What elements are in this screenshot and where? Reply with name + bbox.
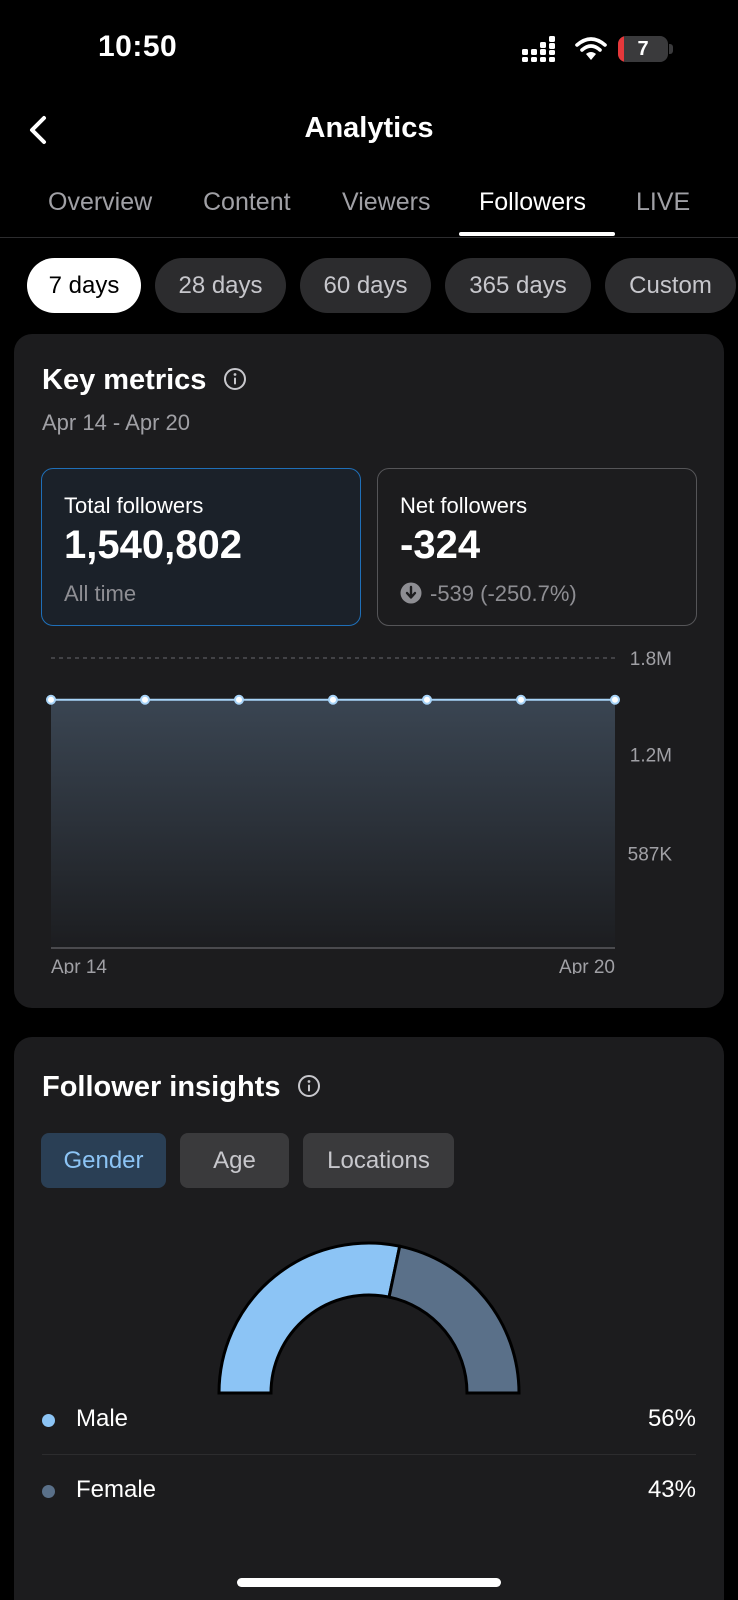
chart-data-point xyxy=(140,694,150,705)
range-365-days[interactable]: 365 days xyxy=(445,258,591,313)
tab-content[interactable]: Content xyxy=(203,188,291,216)
chart-y-tick-label: 587K xyxy=(628,844,673,865)
legend-label-female: Female xyxy=(76,1476,157,1503)
total-followers-sub: All time xyxy=(64,581,137,606)
active-tab-indicator xyxy=(459,232,615,236)
key-metrics-title-text: Key metrics xyxy=(42,364,207,396)
battery-level-fill xyxy=(618,36,624,62)
page-title: Analytics xyxy=(304,112,434,144)
chart-x-tick-label: Apr 20 xyxy=(559,957,615,974)
tab-followers[interactable]: Followers xyxy=(479,188,586,216)
range-custom[interactable]: Custom xyxy=(605,258,736,313)
chart-data-point xyxy=(610,694,620,705)
chart-data-point xyxy=(422,694,432,705)
followers-area-chart: 587K 1.2M 1.8M Apr 14 Apr 20 xyxy=(46,649,673,974)
date-range: Apr 14 - Apr 20 xyxy=(42,410,190,435)
range-28-days[interactable]: 28 days xyxy=(155,258,286,313)
net-followers-value: -324 xyxy=(400,523,481,567)
battery-percent: 7 xyxy=(637,38,649,60)
total-followers-value: 1,540,802 xyxy=(64,523,242,567)
tab-live[interactable]: LIVE xyxy=(636,188,691,216)
battery-icon: 7 xyxy=(618,36,674,62)
legend-value-male: 56% xyxy=(647,1405,696,1432)
insights-tab-age[interactable]: Age xyxy=(180,1133,289,1188)
info-icon[interactable] xyxy=(297,1074,321,1098)
legend-value-female: 43% xyxy=(647,1476,696,1503)
wifi-icon xyxy=(575,37,607,60)
total-followers-label: Total followers xyxy=(64,493,204,518)
arrow-down-circle-icon xyxy=(400,582,422,604)
status-time: 10:50 xyxy=(98,30,178,63)
chart-area-fill xyxy=(51,699,615,948)
cellular-signal-icon xyxy=(522,36,555,62)
home-indicator xyxy=(237,1578,501,1587)
chart-data-point xyxy=(328,694,338,705)
follower-insights-title: Follower insights xyxy=(42,1071,321,1104)
net-followers-label: Net followers xyxy=(400,493,528,518)
legend-label-male: Male xyxy=(76,1405,129,1432)
tab-overview[interactable]: Overview xyxy=(48,188,153,216)
back-chevron-icon[interactable] xyxy=(22,110,56,150)
tab-viewers[interactable]: Viewers xyxy=(342,188,431,216)
insights-tab-locations[interactable]: Locations xyxy=(303,1133,454,1188)
chart-y-tick-label: 1.2M xyxy=(630,746,672,767)
legend-row-male: Male 56% xyxy=(42,1385,696,1455)
legend-dot-male xyxy=(42,1414,55,1427)
total-followers-metric[interactable]: Total followers 1,540,802 All time xyxy=(41,468,361,626)
follower-insights-title-text: Follower insights xyxy=(42,1071,281,1103)
donut-slice-male xyxy=(217,1241,402,1395)
chart-x-tick-label: Apr 14 xyxy=(51,957,107,974)
key-metrics-card: Key metrics Apr 14 - Apr 20 Total follow… xyxy=(14,334,724,1008)
chart-data-point xyxy=(234,694,244,705)
follower-insights-card: Follower insights Gender Age Locations M… xyxy=(14,1037,724,1600)
info-icon[interactable] xyxy=(223,367,247,391)
chart-y-tick-label: 1.8M xyxy=(630,649,672,670)
donut-slice-female xyxy=(387,1244,521,1395)
range-7-days[interactable]: 7 days xyxy=(27,258,141,313)
gender-half-donut-chart xyxy=(217,1241,521,1395)
net-followers-change-text: -539 (-250.7%) xyxy=(430,581,577,606)
analytics-tabs: Overview Content Viewers Followers LIVE xyxy=(0,180,738,238)
chart-data-point xyxy=(516,694,526,705)
legend-dot-female xyxy=(42,1485,55,1498)
net-followers-change: -539 (-250.7%) xyxy=(400,581,577,607)
net-followers-metric[interactable]: Net followers -324 -539 (-250.7%) xyxy=(377,468,697,626)
key-metrics-title: Key metrics xyxy=(42,364,247,397)
legend-row-female: Female 43% xyxy=(42,1456,696,1526)
chart-data-point xyxy=(46,694,56,705)
range-60-days[interactable]: 60 days xyxy=(300,258,431,313)
insights-tab-gender[interactable]: Gender xyxy=(41,1133,166,1188)
status-bar: 10:50 7 xyxy=(0,0,738,100)
